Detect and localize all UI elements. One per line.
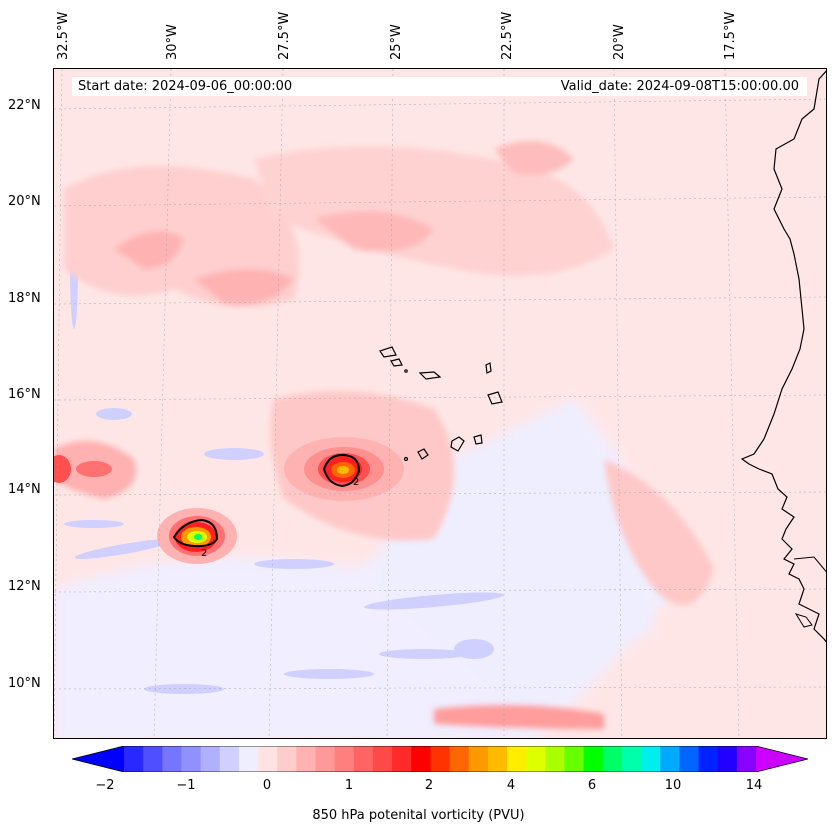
colorbar-segment xyxy=(602,746,623,772)
lat-label-20n: 20°N xyxy=(8,194,41,209)
colorbar-segment xyxy=(564,746,585,772)
colorbar-segment xyxy=(334,746,355,772)
blue-streaks xyxy=(64,209,504,694)
graticule xyxy=(54,69,826,738)
colorbar-segment xyxy=(660,746,680,772)
colorbar-segment xyxy=(238,746,259,772)
colorbar-tick: 14 xyxy=(745,778,763,793)
colorbar-segment xyxy=(487,746,508,772)
colorbar-segment xyxy=(526,746,546,772)
colorbar-segment xyxy=(162,746,182,772)
colorbar-segment xyxy=(200,746,221,772)
colorbar-segment xyxy=(430,746,451,772)
bissagos-islands xyxy=(794,613,813,628)
lon-label-30w: 30°W xyxy=(165,24,180,60)
vortex-west: 2 xyxy=(157,508,237,564)
contour-label-east: 2 xyxy=(353,477,359,488)
colorbar-segment xyxy=(583,746,604,772)
cape-verde-islands xyxy=(379,346,503,462)
colorbar xyxy=(72,746,808,772)
colorbar-segment xyxy=(258,746,278,772)
colorbar-segment xyxy=(717,746,738,772)
colorbar-segment xyxy=(507,746,527,772)
lat-label-14n: 14°N xyxy=(8,482,41,497)
lat-label-18n: 18°N xyxy=(8,291,41,306)
contour-label-west: 2 xyxy=(201,548,207,559)
west-edge-feature xyxy=(54,455,71,483)
colorbar-segment xyxy=(679,746,700,772)
colorbar-segment xyxy=(698,746,719,772)
colorbar-segment xyxy=(411,746,431,772)
colorbar-tick: 2 xyxy=(424,778,434,793)
colorbar-segment xyxy=(277,746,297,772)
start-date-text: Start date: 2024-09-06_00:00:00 xyxy=(78,79,293,94)
colorbar-segment xyxy=(143,746,163,772)
colorbar-segment xyxy=(372,746,393,772)
lon-label-32-5w: 32.5°W xyxy=(56,11,71,60)
colorbar-segment xyxy=(315,746,336,772)
colorbar-tick: 4 xyxy=(506,778,516,793)
lon-label-22-5w: 22.5°W xyxy=(500,11,515,60)
colorbar-segment xyxy=(736,746,757,772)
valid-date-text: Valid_date: 2024-09-08T15:00:00.00 xyxy=(560,79,799,94)
west-edge-band xyxy=(76,461,112,477)
colorbar-tick: −2 xyxy=(95,778,115,793)
africa-coastline xyxy=(740,70,826,643)
colorbar-segment xyxy=(296,746,317,772)
colorbar-tick: 6 xyxy=(587,778,597,793)
colorbar-segment xyxy=(124,746,144,772)
colorbar-tick: −1 xyxy=(176,778,196,793)
colorbar-tick: 0 xyxy=(262,778,272,793)
colorbar-segment xyxy=(468,746,489,772)
lat-label-12n: 12°N xyxy=(8,579,41,594)
lon-label-17-5w: 17.5°W xyxy=(723,11,738,60)
colorbar-tick: 10 xyxy=(664,778,682,793)
colorbar-extend-high xyxy=(756,746,808,772)
colorbar-segment xyxy=(641,746,661,772)
lon-label-25w: 25°W xyxy=(389,24,404,60)
colorbar-tick: 1 xyxy=(344,778,354,793)
colorbar-segment xyxy=(219,746,240,772)
colorbar-extend-low xyxy=(72,746,124,772)
colorbar-segment xyxy=(353,746,374,772)
lon-label-27-5w: 27.5°W xyxy=(277,11,292,60)
colorbar-segment xyxy=(392,746,412,772)
start-date-label: Start date: 2024-09-06_00:00:00 Valid_da… xyxy=(72,77,807,96)
colorbar-segment xyxy=(621,746,642,772)
map-graphic: 2 2 xyxy=(54,69,826,738)
colorbar-segment xyxy=(449,746,470,772)
lat-label-16n: 16°N xyxy=(8,387,41,402)
colorbar-segment xyxy=(181,746,202,772)
vortex-east: 2 xyxy=(284,437,404,501)
lat-label-10n: 10°N xyxy=(8,676,41,691)
pv-map: 2 2 xyxy=(53,68,827,739)
colorbar-segment xyxy=(545,746,565,772)
colorbar-title: 850 hPa potenital vorticity (PVU) xyxy=(312,808,525,823)
lat-label-22n: 22°N xyxy=(8,98,41,113)
gambia-river xyxy=(793,556,826,573)
lon-label-20w: 20°W xyxy=(612,24,627,60)
